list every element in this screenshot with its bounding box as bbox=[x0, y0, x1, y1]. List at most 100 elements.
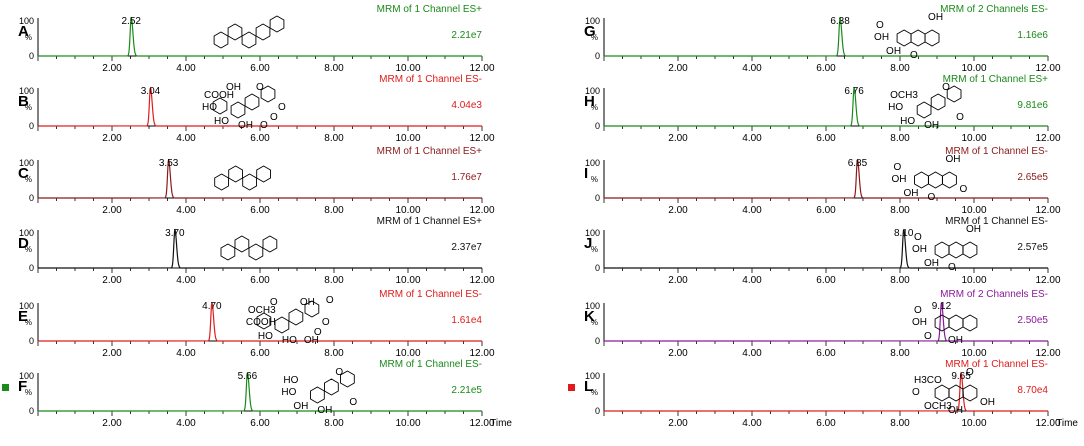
x-tick-label: 10.00 bbox=[961, 348, 986, 359]
channel-label: MRM of 1 Channel ES- bbox=[379, 289, 482, 300]
structure-label: O bbox=[270, 297, 278, 308]
structure-label: OH bbox=[891, 174, 906, 185]
x-tick-label: 8.00 bbox=[324, 275, 344, 286]
intensity-label: 2.57e5 bbox=[1017, 242, 1048, 253]
chemical-structure bbox=[213, 15, 285, 49]
x-tick-label: 6.00 bbox=[816, 63, 836, 74]
intensity-label: 1.61e4 bbox=[451, 315, 482, 326]
structure-ring bbox=[310, 386, 325, 404]
y-axis-unit: % bbox=[591, 33, 598, 42]
structure-label: O bbox=[322, 317, 330, 328]
x-tick-label: 2.00 bbox=[668, 133, 688, 144]
peak-retention-label: 6.76 bbox=[844, 86, 864, 97]
x-axis-title: Time bbox=[1056, 418, 1078, 429]
structure-label: OH bbox=[980, 397, 995, 408]
x-tick-label: 8.00 bbox=[890, 275, 910, 286]
x-tick-label: 6.00 bbox=[250, 63, 270, 74]
x-tick-label: 2.00 bbox=[668, 348, 688, 359]
x-tick-label: 6.00 bbox=[250, 348, 270, 359]
intensity-label: 8.70e4 bbox=[1017, 385, 1048, 396]
x-tick-label: 12.00 bbox=[469, 348, 494, 359]
structure-label: O bbox=[326, 295, 334, 306]
y-tick-label: 100 bbox=[19, 228, 34, 238]
structure-label: OCH3 bbox=[890, 90, 918, 101]
structure-label: O bbox=[959, 184, 967, 195]
structure-label: OH bbox=[966, 224, 981, 235]
x-tick-label: 6.00 bbox=[816, 275, 836, 286]
x-tick-label: 10.00 bbox=[961, 63, 986, 74]
structure-label: OH bbox=[226, 82, 241, 93]
structure-ring bbox=[934, 241, 950, 259]
peak-retention-label: 5.66 bbox=[238, 371, 258, 382]
channel-label: MRM of 1 Channel ES- bbox=[945, 359, 1048, 370]
panel-letter: I bbox=[584, 165, 588, 182]
structure-label: HO bbox=[900, 116, 915, 127]
y-tick-label: 100 bbox=[19, 301, 34, 311]
y-tick-label: 100 bbox=[585, 301, 600, 311]
chromatogram-trace bbox=[37, 301, 482, 342]
intensity-label: 2.21e7 bbox=[451, 30, 482, 41]
structure-label: H3CO bbox=[914, 375, 942, 386]
structure-ring bbox=[262, 235, 278, 253]
structure-label: O bbox=[893, 162, 901, 173]
structure-label: O bbox=[956, 112, 964, 123]
y-axis-unit: % bbox=[591, 318, 598, 327]
structure-ring bbox=[255, 23, 271, 41]
structure-ring bbox=[304, 300, 320, 318]
structure-ring bbox=[942, 171, 957, 189]
structure-label: OH bbox=[912, 244, 927, 255]
channel-label: MRM of 1 Channel ES+ bbox=[377, 216, 482, 227]
structure-label: HO bbox=[202, 102, 217, 113]
x-tick-label: 12.00 bbox=[1035, 275, 1060, 286]
structure-ring bbox=[962, 241, 978, 259]
structure-ring bbox=[288, 308, 304, 326]
structure-label: OH bbox=[945, 154, 960, 165]
x-tick-label: 2.00 bbox=[102, 418, 122, 429]
channel-label: MRM of 1 Channel ES- bbox=[945, 216, 1048, 227]
panel-letter: F bbox=[18, 378, 27, 395]
structure-ring bbox=[324, 378, 339, 396]
channel-label: MRM of 2 Channels ES- bbox=[940, 4, 1048, 15]
x-tick-label: 4.00 bbox=[742, 63, 762, 74]
x-tick-label: 2.00 bbox=[668, 63, 688, 74]
x-tick-label: 2.00 bbox=[102, 348, 122, 359]
x-tick-label: 8.00 bbox=[890, 133, 910, 144]
x-tick-label: 4.00 bbox=[176, 63, 196, 74]
x-tick-label: 10.00 bbox=[395, 275, 420, 286]
x-tick-label: 12.00 bbox=[469, 133, 494, 144]
structure-ring bbox=[274, 316, 290, 334]
structure-label: OH bbox=[886, 46, 901, 57]
structure-ring bbox=[256, 312, 272, 330]
structure-label: OH bbox=[238, 120, 253, 131]
peak-retention-label: 3.53 bbox=[159, 158, 179, 169]
x-tick-label: 8.00 bbox=[890, 63, 910, 74]
structure-ring bbox=[962, 314, 978, 332]
y-tick-label: 100 bbox=[585, 228, 600, 238]
x-tick-label: 2.00 bbox=[102, 133, 122, 144]
panel-letter: A bbox=[18, 23, 29, 40]
y-tick-label: 0 bbox=[595, 51, 600, 61]
structure-label: OH bbox=[874, 32, 889, 43]
channel-label: MRM of 1 Channel ES- bbox=[945, 146, 1048, 157]
y-tick-label: 0 bbox=[29, 121, 34, 131]
structure-ring bbox=[910, 29, 926, 47]
x-tick-label: 4.00 bbox=[176, 133, 196, 144]
structure-label: O bbox=[914, 305, 922, 316]
structure-label: OH bbox=[924, 120, 939, 131]
x-tick-label: 2.00 bbox=[102, 63, 122, 74]
x-tick-label: 8.00 bbox=[324, 133, 344, 144]
structure-label: O bbox=[966, 367, 974, 378]
y-axis-unit: % bbox=[25, 33, 32, 42]
